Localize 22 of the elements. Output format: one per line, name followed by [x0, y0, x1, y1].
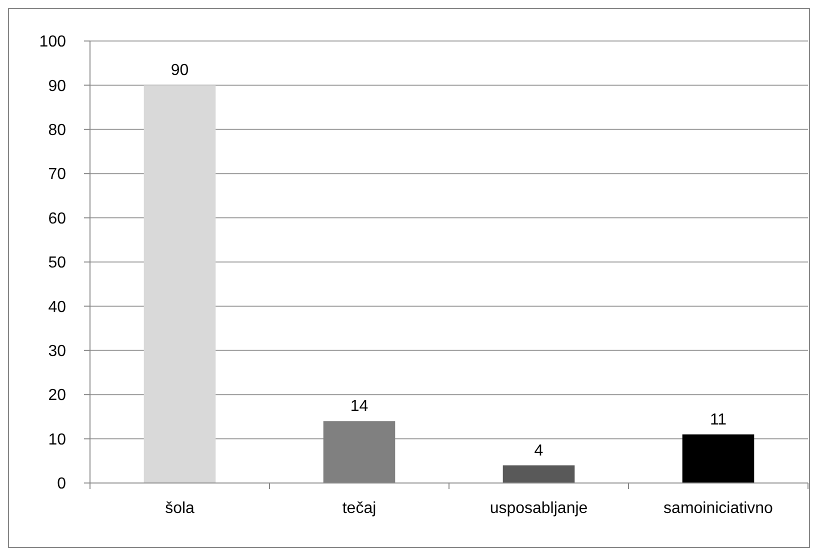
y-tick-label: 40: [48, 298, 66, 316]
bar: [144, 85, 216, 483]
data-label: 90: [170, 62, 189, 80]
y-tick-label: 20: [48, 387, 66, 404]
data-label: 14: [350, 398, 368, 416]
data-label: 11: [710, 411, 727, 428]
y-tick-label: 0: [57, 476, 66, 493]
x-tick-label: tečaj: [342, 500, 376, 517]
bar: [502, 465, 575, 483]
x-tick-label: usposabljanje: [490, 500, 588, 517]
y-tick-label: 100: [39, 34, 66, 51]
y-tick-label: 60: [48, 210, 66, 228]
y-tick-label: 10: [48, 431, 66, 448]
y-tick-label: 70: [48, 166, 66, 184]
y-tick-label: 90: [48, 78, 66, 95]
y-tick-label: 30: [48, 343, 66, 360]
data-label: 4: [534, 442, 544, 460]
bar: [682, 434, 754, 483]
x-tick-label: samoiniciativno: [664, 500, 774, 517]
x-tick-label: šola: [165, 500, 195, 517]
y-tick-label: 80: [48, 122, 66, 139]
y-tick-label: 50: [48, 254, 66, 272]
